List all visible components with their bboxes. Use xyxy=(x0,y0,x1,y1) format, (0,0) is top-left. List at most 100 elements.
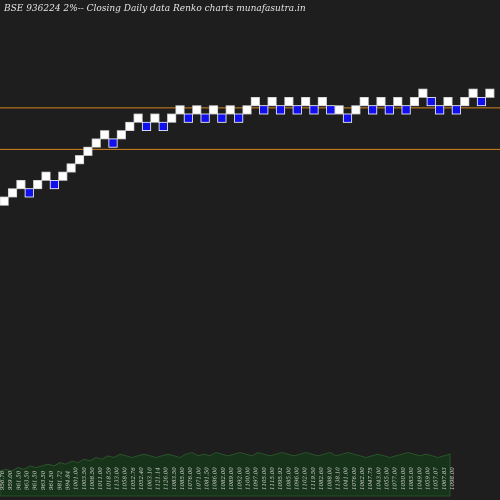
x-tick-label: 1043.00 xyxy=(376,467,382,490)
x-tick-label: 961.50 xyxy=(33,470,39,490)
brick-down xyxy=(234,113,244,123)
brick-up xyxy=(409,97,420,107)
brick-up xyxy=(150,113,160,123)
brick-down xyxy=(275,105,286,115)
volume-area xyxy=(0,452,451,497)
brick-up xyxy=(225,105,235,115)
x-tick-label: 981.72 xyxy=(57,470,63,490)
brick-up xyxy=(208,105,219,115)
x-tick-label: 1063.10 xyxy=(147,467,153,490)
brick-up xyxy=(133,113,143,123)
brick-up xyxy=(359,97,369,107)
brick-down xyxy=(342,113,353,123)
x-tick-label: 1105.00 xyxy=(262,467,268,490)
x-tick-label: 1076.00 xyxy=(352,467,358,490)
x-tick-label: 959.00 xyxy=(8,470,14,490)
brick-down xyxy=(183,113,193,123)
x-tick-label: 1041.00 xyxy=(344,467,350,490)
x-tick-label: 1092.00 xyxy=(237,467,243,490)
x-tick-label: 1047.75 xyxy=(368,467,374,490)
brick-up xyxy=(175,105,185,115)
brick-up xyxy=(468,88,478,98)
brick-up xyxy=(250,97,260,107)
x-tick-label: 1076.00 xyxy=(188,467,194,490)
brick-up xyxy=(33,179,43,190)
x-tick-label: 1059.00 xyxy=(425,467,431,490)
x-tick-label: 956.76 xyxy=(0,470,6,490)
brick-down xyxy=(426,97,436,107)
x-axis-labels: 956.76 959.00 961.50 963.50 961.50 963.50 961.… xyxy=(0,467,456,490)
brick-down xyxy=(24,188,34,198)
brick-up xyxy=(74,155,85,165)
x-tick-label: 1001.00 xyxy=(74,467,80,490)
brick-up xyxy=(376,97,386,107)
brick-up xyxy=(267,97,277,107)
x-tick-label: 1095.92 xyxy=(278,467,284,490)
x-tick-label: 1049.00 xyxy=(417,467,423,490)
brick-down xyxy=(108,138,118,148)
x-tick-label: 1077.00 xyxy=(393,467,399,490)
x-tick-label: 1089.00 xyxy=(229,467,235,490)
x-tick-label: 1085.00 xyxy=(286,467,292,490)
brick-up xyxy=(0,196,9,206)
brick-down xyxy=(451,105,461,115)
brick-down xyxy=(259,105,269,115)
brick-up xyxy=(83,146,93,156)
x-tick-label: 1126.00 xyxy=(164,467,170,490)
x-tick-label: 1071.00 xyxy=(196,467,202,490)
x-tick-label: 1011.00 xyxy=(98,467,104,490)
x-tick-label: 1088.00 xyxy=(327,467,333,490)
brick-up xyxy=(284,97,294,107)
brick-up xyxy=(418,88,428,98)
brick-down xyxy=(141,121,152,132)
brick-down xyxy=(217,113,227,123)
x-tick-label: 1018.59 xyxy=(106,467,112,490)
brick-up xyxy=(91,138,101,148)
x-tick-label: 1115.00 xyxy=(270,467,276,490)
x-tick-label: 1121.14 xyxy=(155,467,161,490)
brick-up xyxy=(167,113,177,123)
brick-up xyxy=(66,163,76,173)
x-tick-label: 1138.10 xyxy=(335,467,341,490)
brick-up xyxy=(393,97,403,107)
x-tick-label: 1098.00 xyxy=(450,467,456,490)
brick-down xyxy=(200,113,210,123)
brick-up xyxy=(41,171,51,181)
x-tick-label: 1083.00 xyxy=(409,467,415,490)
x-tick-label: 961.50 xyxy=(16,470,22,490)
x-tick-label: 963.50 xyxy=(41,470,47,490)
brick-up xyxy=(192,105,202,115)
brick-up xyxy=(334,105,344,115)
x-tick-label: 1008.50 xyxy=(90,467,96,490)
brick-down xyxy=(476,97,487,107)
brick-up xyxy=(485,88,495,98)
x-tick-label: 1083.50 xyxy=(172,467,178,490)
brick-up xyxy=(242,105,252,115)
x-tick-label: 1097.00 xyxy=(254,467,260,490)
brick-up xyxy=(351,105,361,115)
brick-up xyxy=(460,97,470,107)
x-tick-label: 963.50 xyxy=(25,470,31,490)
x-tick-label: 1055.00 xyxy=(385,467,391,490)
x-tick-label: 1067.83 xyxy=(442,467,448,490)
brick-up xyxy=(125,121,135,132)
volume-polygon xyxy=(0,452,451,497)
brick-up xyxy=(301,97,311,107)
x-tick-label: 1100.00 xyxy=(245,467,251,490)
brick-up xyxy=(317,97,327,107)
renko-bricks xyxy=(0,88,495,206)
x-tick-label: 1082.00 xyxy=(221,467,227,490)
brick-down xyxy=(309,105,319,115)
x-tick-label: 1052.40 xyxy=(139,467,145,490)
brick-down xyxy=(384,105,394,115)
brick-up xyxy=(16,179,26,190)
x-tick-label: 1081.50 xyxy=(205,467,211,490)
x-tick-label: 1085.00 xyxy=(180,467,186,490)
x-tick-label: 994.84 xyxy=(65,470,71,490)
brick-up xyxy=(116,130,126,140)
chart-title: BSE 936224 2%-- Closing Daily data Renko… xyxy=(3,4,306,14)
x-tick-label: 1102.00 xyxy=(303,467,309,490)
brick-down xyxy=(49,179,59,190)
